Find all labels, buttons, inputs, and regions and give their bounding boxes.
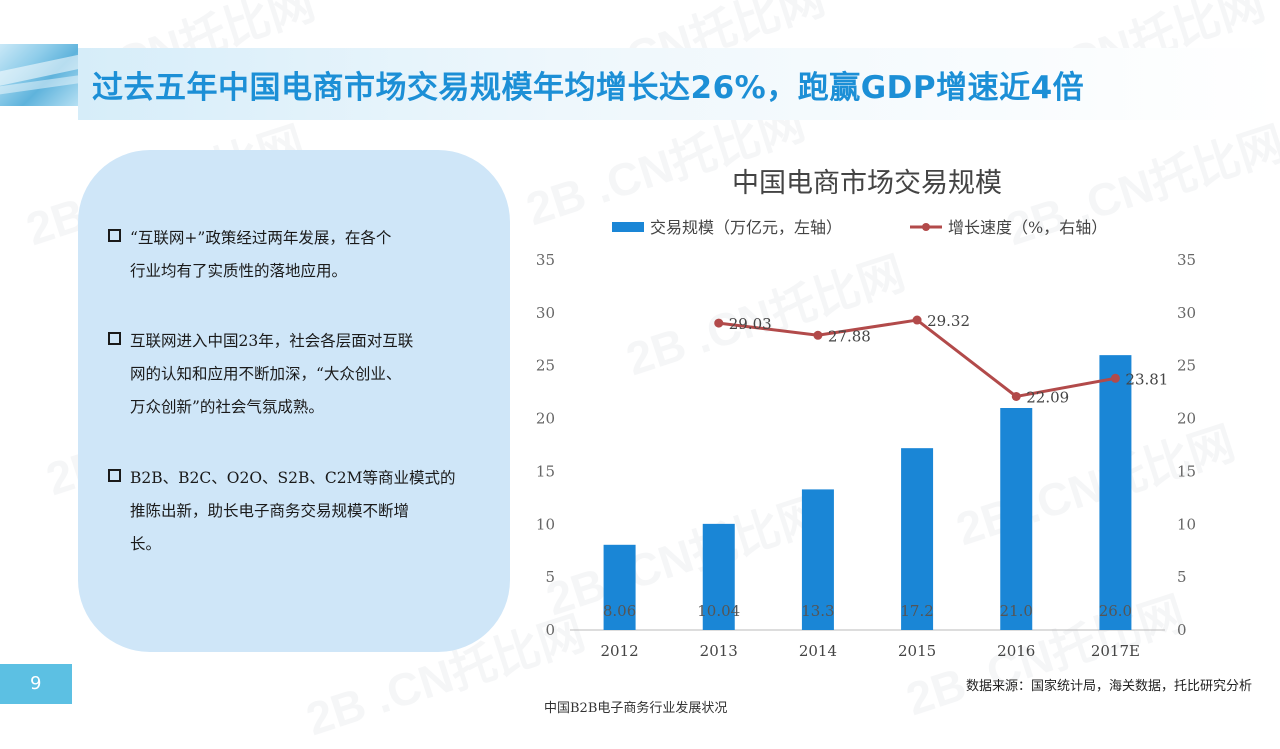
bar-value-label: 8.06 [603, 602, 636, 620]
growth-point-2017E [1110, 373, 1120, 383]
chart-axes: 0 0 5 5 10 10 15 15 20 20 25 25 30 30 35 35 2012 2013 2014… [536, 251, 1196, 660]
y-left-tick-label: 20 [536, 410, 555, 428]
y-right-tick-label: 5 [1177, 568, 1187, 586]
legend-line-label: 增长速度（%，右轴） [948, 218, 1107, 237]
legend-bar-swatch [612, 222, 644, 232]
x-tick-label: 2012 [600, 642, 638, 660]
y-right-tick-label: 10 [1177, 515, 1196, 533]
bullet-item-3: B2B、B2C、O2O、S2B、C2M等商业模式的 推陈出新，助长电子商务交易规… [108, 462, 478, 561]
bar-value-label: 26.0 [1099, 602, 1132, 620]
bar-series: 8.06 10.04 13.3 17.2 21.0 26.0 [603, 355, 1132, 630]
x-tick-label: 2017E [1091, 642, 1140, 660]
corner-decoration [0, 44, 78, 106]
line-series: 29.03 27.88 29.32 22.09 23.81 [714, 312, 1168, 406]
growth-point-2015 [912, 315, 922, 325]
y-left-tick-label: 25 [536, 357, 555, 375]
y-right-tick-label: 15 [1177, 462, 1196, 480]
y-right-tick-label: 30 [1177, 304, 1196, 322]
growth-value-label: 29.03 [729, 315, 772, 333]
chart-title: 中国电商市场交易规模 [732, 168, 1002, 199]
x-tick-label: 2016 [997, 642, 1035, 660]
y-right-tick-label: 25 [1177, 357, 1196, 375]
y-right-tick-label: 20 [1177, 410, 1196, 428]
growth-point-2013 [714, 318, 724, 328]
ecommerce-transaction-chart: 中国电商市场交易规模 交易规模（万亿元，左轴） 增长速度（%，右轴） 0 0 5 5 10… [536, 168, 1196, 660]
y-left-tick-label: 0 [545, 621, 555, 639]
bar-2012 [603, 544, 636, 630]
bar-value-label: 17.2 [900, 602, 933, 620]
chart-legend: 交易规模（万亿元，左轴） 增长速度（%，右轴） [612, 218, 1107, 237]
page-title: 过去五年中国电商市场交易规模年均增长达26%，跑赢GDP增速近4倍 [92, 70, 1085, 106]
growth-value-label: 22.09 [1026, 388, 1069, 406]
bullet-item-1: “互联网+”政策经过两年发展，在各个 行业均有了实质性的落地应用。 [108, 222, 478, 288]
y-right-tick-label: 0 [1177, 621, 1187, 639]
growth-rate-line [718, 318, 1116, 399]
x-tick-label: 2015 [898, 642, 936, 660]
growth-value-label: 29.32 [927, 312, 970, 330]
bar-value-label: 13.3 [801, 602, 834, 620]
y-left-tick-label: 30 [536, 304, 555, 322]
y-left-tick-label: 10 [536, 515, 555, 533]
checkbox-bullet-icon [108, 229, 121, 242]
bar-2016 [1000, 408, 1033, 630]
bar-value-label: 21.0 [1000, 602, 1033, 620]
bullet-item-2: 互联网进入中国23年，社会各层面对互联 网的认知和应用不断加深，“大众创业、 万… [108, 325, 478, 424]
page-number: 9 [0, 664, 72, 704]
legend-line-marker [922, 223, 930, 231]
bar-2013 [702, 523, 735, 630]
bar-2014 [801, 489, 834, 630]
y-left-tick-label: 15 [536, 462, 555, 480]
growth-value-label: 23.81 [1125, 370, 1168, 388]
summary-panel [78, 150, 510, 652]
x-tick-label: 2013 [700, 642, 738, 660]
checkbox-bullet-icon [108, 469, 121, 482]
growth-value-label: 27.88 [828, 327, 871, 345]
legend-bar-label: 交易规模（万亿元，左轴） [650, 218, 842, 237]
y-right-tick-label: 35 [1177, 251, 1196, 269]
y-left-tick-label: 5 [545, 568, 555, 586]
title-bar [78, 48, 1280, 120]
bar-2015 [901, 448, 934, 630]
growth-point-2016 [1011, 391, 1021, 401]
bar-value-label: 10.04 [697, 602, 740, 620]
data-source-note: 数据来源：国家统计局，海关数据，托比研究分析 [965, 679, 1252, 694]
x-tick-label: 2014 [799, 642, 837, 660]
footer-caption: 中国B2B电子商务行业发展状况 [544, 701, 728, 716]
bar-2017E [1099, 355, 1132, 630]
growth-point-2014 [813, 330, 823, 340]
y-left-tick-label: 35 [536, 251, 555, 269]
checkbox-bullet-icon [108, 332, 121, 345]
